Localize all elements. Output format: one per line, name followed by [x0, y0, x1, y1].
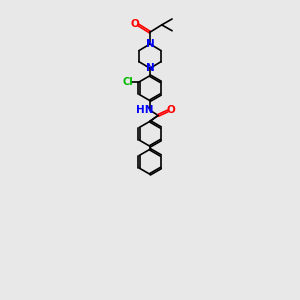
Text: HN: HN	[136, 105, 153, 115]
Text: N: N	[146, 39, 154, 49]
Text: N: N	[146, 63, 154, 73]
Text: Cl: Cl	[122, 77, 133, 87]
Text: O: O	[130, 19, 140, 29]
Text: O: O	[167, 105, 175, 115]
